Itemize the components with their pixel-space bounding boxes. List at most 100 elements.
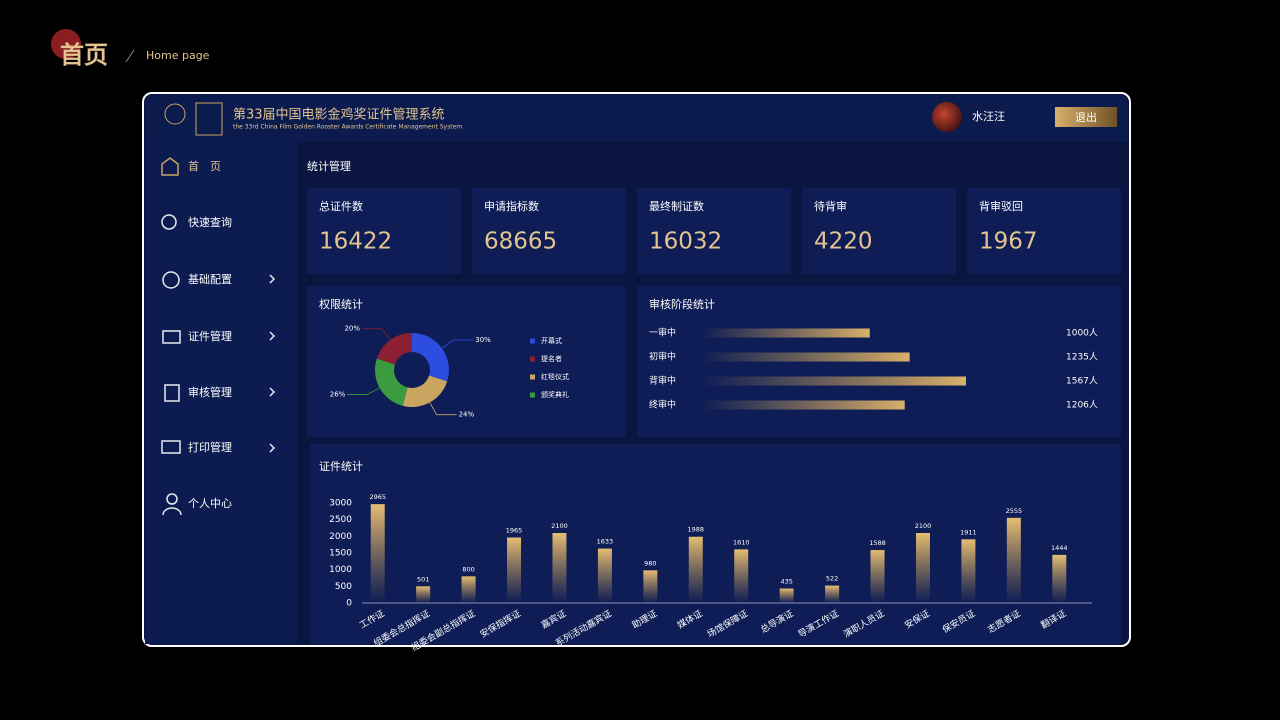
legend-label: 提名者 (541, 354, 562, 363)
stat-label: 最终制证数 (649, 199, 704, 213)
bar-value: 2965 (369, 493, 386, 501)
nav-item[interactable]: 证件管理 (188, 329, 232, 343)
bar-value: 1588 (869, 539, 886, 547)
card-title: 证件统计 (319, 460, 363, 473)
bar (416, 586, 431, 603)
bar-category: 初审中 (649, 351, 676, 363)
bar-value: 2100 (915, 522, 932, 530)
bar-value: 1567人 (1066, 376, 1098, 387)
pie-label: 30% (475, 336, 491, 344)
section-title: 统计管理 (307, 159, 351, 173)
pie-label: 20% (344, 325, 360, 333)
card (310, 444, 1121, 644)
pie-label: 26% (330, 391, 346, 399)
bar-value: 435 (780, 578, 792, 586)
stat-value: 68665 (484, 229, 557, 255)
bar (961, 539, 976, 603)
stat-card (472, 188, 626, 274)
y-tick-label: 2000 (329, 532, 352, 542)
bar (779, 588, 794, 603)
stat-value: 16032 (649, 229, 722, 255)
bar-category: 背审中 (649, 375, 676, 387)
legend-swatch (530, 374, 535, 380)
logout-label[interactable]: 退出 (1075, 110, 1097, 124)
legend-label: 颁奖典礼 (541, 390, 569, 399)
app-subtitle: the 33rd China Film Golden Rooster Award… (233, 124, 462, 131)
bar (461, 576, 476, 603)
avatar[interactable] (932, 102, 962, 132)
bar-value: 1911 (960, 528, 977, 536)
nav-item[interactable]: 打印管理 (188, 440, 232, 454)
stat-value: 1967 (979, 229, 1038, 255)
legend-label: 红毯仪式 (541, 372, 569, 381)
leader-line (429, 402, 457, 416)
bar (688, 536, 703, 603)
card-title: 权限统计 (319, 298, 363, 311)
header-dot (51, 29, 81, 59)
leader-line (441, 339, 474, 349)
bar-value: 522 (826, 575, 838, 583)
y-tick-label: 3000 (329, 499, 352, 509)
pie-slice (412, 333, 449, 382)
legend-label: 开幕式 (541, 336, 562, 345)
bar-value: 1610 (733, 538, 750, 546)
stat-label: 待背审 (814, 199, 847, 213)
pie-slice (402, 375, 448, 407)
bar (734, 549, 749, 603)
leader-line (347, 387, 380, 395)
legend-swatch (530, 392, 535, 398)
bar (643, 570, 658, 603)
page-title: 首页 (60, 41, 108, 69)
pie-slice (375, 358, 408, 406)
y-tick-label: 500 (335, 582, 352, 592)
nav-icons (161, 157, 276, 516)
bar-value: 1000人 (1066, 328, 1098, 339)
page-subtitle: Home page (146, 49, 210, 62)
bar (825, 585, 840, 603)
bar-value: 1235人 (1066, 352, 1098, 363)
bar-category: 一审中 (649, 327, 676, 339)
pie-label: 24% (459, 411, 475, 419)
stat-card (967, 188, 1121, 274)
bar (597, 548, 612, 603)
legend-swatch (530, 356, 535, 362)
bar (700, 328, 870, 338)
nav-item[interactable]: 审核管理 (188, 385, 232, 399)
bar-value: 1988 (688, 526, 705, 534)
bar-value: 980 (644, 559, 656, 567)
bar (1006, 517, 1021, 603)
bar-value: 2100 (551, 522, 568, 530)
bar-category: 终审中 (649, 399, 676, 411)
nav-item[interactable]: 个人中心 (188, 497, 232, 510)
logout-button[interactable] (1055, 107, 1117, 127)
card-title: 审核阶段统计 (649, 297, 715, 311)
stat-value: 4220 (814, 229, 873, 255)
y-tick-label: 1500 (329, 549, 352, 559)
stat-card (637, 188, 791, 274)
stat-card (307, 188, 461, 274)
y-tick-label: 0 (346, 599, 352, 609)
stat-label: 总证件数 (319, 199, 363, 213)
nav-item[interactable]: 首 页 (188, 159, 221, 173)
bar-value: 501 (417, 575, 429, 583)
logo (164, 103, 186, 125)
bar (700, 400, 905, 410)
y-tick-label: 1000 (329, 565, 352, 575)
y-tick-label: 2500 (329, 515, 352, 525)
stat-card (802, 188, 956, 274)
bar (700, 376, 966, 386)
stat-label: 背审驳回 (979, 199, 1023, 213)
leader-line (362, 328, 391, 341)
top-bar (145, 95, 1128, 142)
pie-slice (376, 333, 412, 365)
bar (552, 533, 567, 603)
nav-item[interactable]: 快速查询 (188, 215, 232, 229)
bar-value: 800 (462, 565, 474, 573)
bar (507, 537, 522, 603)
user-name: 水汪汪 (972, 110, 1005, 123)
app-title: 第33届中国电影金鸡奖证件管理系统 (233, 107, 445, 123)
bar-value: 1965 (506, 527, 523, 535)
nav-item[interactable]: 基础配置 (188, 273, 232, 286)
card (307, 286, 626, 437)
